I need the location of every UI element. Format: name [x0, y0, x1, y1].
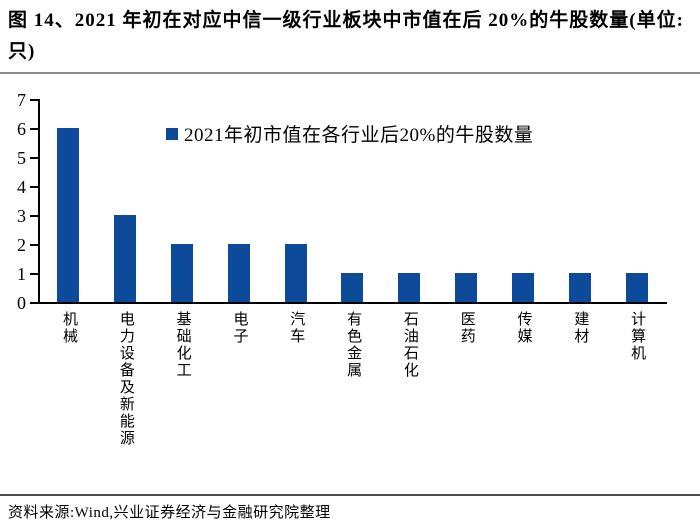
- bar-column: [551, 99, 608, 302]
- x-label-slot: 机械: [40, 311, 97, 345]
- bar: [568, 273, 591, 302]
- x-tick-label: 传媒: [515, 311, 532, 345]
- bar: [398, 273, 421, 302]
- x-label-slot: 计算机: [608, 311, 665, 362]
- x-label-slot: 汽车: [267, 311, 324, 345]
- bar-column: [210, 99, 267, 302]
- x-label-slot: 传媒: [495, 311, 552, 345]
- y-tick: [30, 99, 38, 101]
- bar: [511, 273, 534, 302]
- y-tick-label: 0: [17, 293, 26, 313]
- x-label-slot: 医药: [438, 311, 495, 345]
- bar-column: [154, 99, 211, 302]
- x-tick-label: 建材: [572, 311, 589, 345]
- bar: [227, 244, 250, 302]
- y-tick-label: 6: [17, 119, 26, 139]
- bar: [284, 244, 307, 302]
- title-separator: [0, 72, 700, 74]
- x-tick-label: 医药: [458, 311, 475, 345]
- y-tick-label: 2: [17, 235, 26, 255]
- x-tick-label: 有色金属: [345, 311, 362, 379]
- chart-legend: 2021年初市值在各行业后20%的牛股数量: [166, 120, 533, 147]
- x-tick-label: 汽车: [288, 311, 305, 345]
- x-label-slot: 电子: [210, 311, 267, 345]
- y-tick: [30, 273, 38, 275]
- x-tick-label: 计算机: [629, 311, 646, 362]
- legend-marker-icon: [166, 127, 178, 140]
- bar-column: [438, 99, 495, 302]
- x-tick-label: 机械: [61, 311, 78, 345]
- source-separator: [0, 494, 700, 496]
- y-tick: [30, 128, 38, 130]
- y-tick: [30, 186, 38, 188]
- figure-title: 图 14、2021 年初在对应中信一级行业板块中市值在后 20%的牛股数量(单位…: [8, 10, 684, 62]
- y-tick-label: 7: [17, 90, 26, 110]
- y-tick-label: 4: [17, 177, 26, 197]
- x-axis-labels: 机械 电力设备及新能源 基础化工 电子 汽车 有色金属 石油石化 医药 传媒 建材 计算机: [40, 311, 665, 489]
- x-label-slot: 有色金属: [324, 311, 381, 379]
- bar-column: [495, 99, 552, 302]
- y-tick-label: 5: [17, 148, 26, 168]
- x-tick-label: 电力设备及新能源: [117, 311, 134, 447]
- bar-column: [608, 99, 665, 302]
- x-label-slot: 建材: [551, 311, 608, 345]
- bar: [455, 273, 478, 302]
- bar-column: [267, 99, 324, 302]
- y-tick-label: 3: [17, 206, 26, 226]
- bar: [114, 215, 137, 302]
- x-tick-label: 电子: [231, 311, 248, 345]
- x-label-slot: 电力设备及新能源: [97, 311, 154, 447]
- bar: [341, 273, 364, 302]
- y-tick: [30, 215, 38, 217]
- bar: [171, 244, 194, 302]
- x-tick-label: 石油石化: [401, 311, 418, 379]
- x-axis-line: [38, 302, 667, 304]
- legend-label: 2021年初市值在各行业后20%的牛股数量: [184, 125, 534, 146]
- x-label-slot: 基础化工: [154, 311, 211, 379]
- bars-area: [40, 99, 665, 302]
- y-tick: [30, 157, 38, 159]
- bar-column: [97, 99, 154, 302]
- y-tick: [30, 244, 38, 246]
- bar: [625, 273, 648, 302]
- bar-column: [40, 99, 97, 302]
- y-axis-line: [38, 99, 40, 304]
- source-note: 资料来源:Wind,兴业证券经济与金融研究院整理: [8, 505, 331, 521]
- bar-column: [324, 99, 381, 302]
- y-tick: [30, 302, 38, 304]
- bar: [57, 128, 80, 302]
- bar-column: [381, 99, 438, 302]
- x-label-slot: 石油石化: [381, 311, 438, 379]
- x-tick-label: 基础化工: [174, 311, 191, 379]
- y-tick-label: 1: [17, 264, 26, 284]
